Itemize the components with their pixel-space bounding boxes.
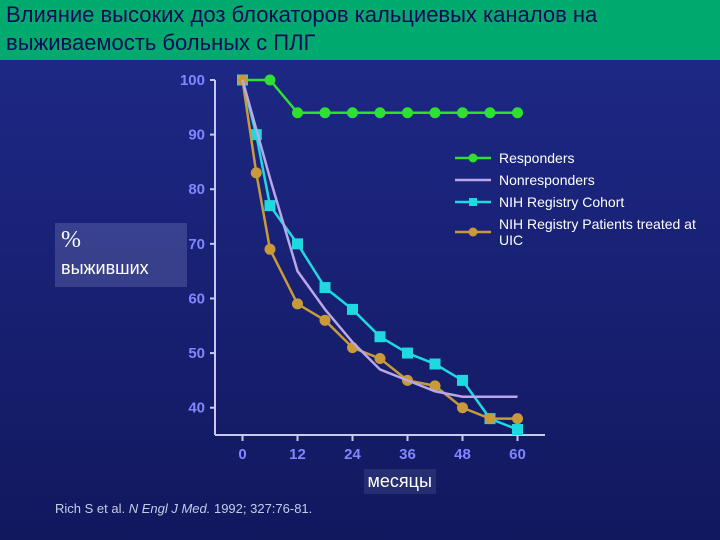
legend-item: NIH Registry Cohort xyxy=(455,194,705,210)
legend-item: Responders xyxy=(455,150,705,166)
slide-root: Влияние высоких доз блокаторов кальциевы… xyxy=(0,0,720,540)
chart-legend: Responders Nonresponders NIH Registry Coho… xyxy=(455,150,705,254)
svg-text:40: 40 xyxy=(188,400,205,417)
svg-text:60: 60 xyxy=(188,290,205,307)
legend-swatch xyxy=(455,151,491,165)
svg-text:70: 70 xyxy=(188,236,205,253)
legend-label: Responders xyxy=(499,150,575,166)
citation-journal: N Engl J Med. xyxy=(129,501,211,516)
legend-label: NIH Registry Patients treated at UIC xyxy=(499,216,705,248)
citation: Rich S et al. N Engl J Med. 1992; 327:76… xyxy=(55,501,312,516)
svg-text:36: 36 xyxy=(399,446,416,463)
y-axis-percent-symbol: % xyxy=(61,227,181,254)
legend-swatch xyxy=(455,173,491,187)
svg-text:12: 12 xyxy=(289,446,306,463)
y-axis-label-box: % выживших xyxy=(55,223,187,287)
citation-ref: 1992; 327:76-81. xyxy=(210,501,312,516)
legend-label: Nonresponders xyxy=(499,172,595,188)
svg-text:80: 80 xyxy=(188,181,205,198)
svg-text:50: 50 xyxy=(188,345,205,362)
svg-text:90: 90 xyxy=(188,127,205,144)
svg-text:60: 60 xyxy=(509,446,526,463)
svg-text:100: 100 xyxy=(180,72,205,89)
svg-text:48: 48 xyxy=(454,446,471,463)
legend-swatch xyxy=(455,225,491,239)
svg-text:24: 24 xyxy=(344,446,361,463)
legend-item: NIH Registry Patients treated at UIC xyxy=(455,216,705,248)
legend-label: NIH Registry Cohort xyxy=(499,194,624,210)
citation-author: Rich S et al. xyxy=(55,501,129,516)
y-axis-label: выживших xyxy=(61,258,181,279)
x-axis-label: месяцы xyxy=(364,469,436,494)
legend-item: Nonresponders xyxy=(455,172,705,188)
legend-swatch xyxy=(455,195,491,209)
svg-text:0: 0 xyxy=(238,446,246,463)
